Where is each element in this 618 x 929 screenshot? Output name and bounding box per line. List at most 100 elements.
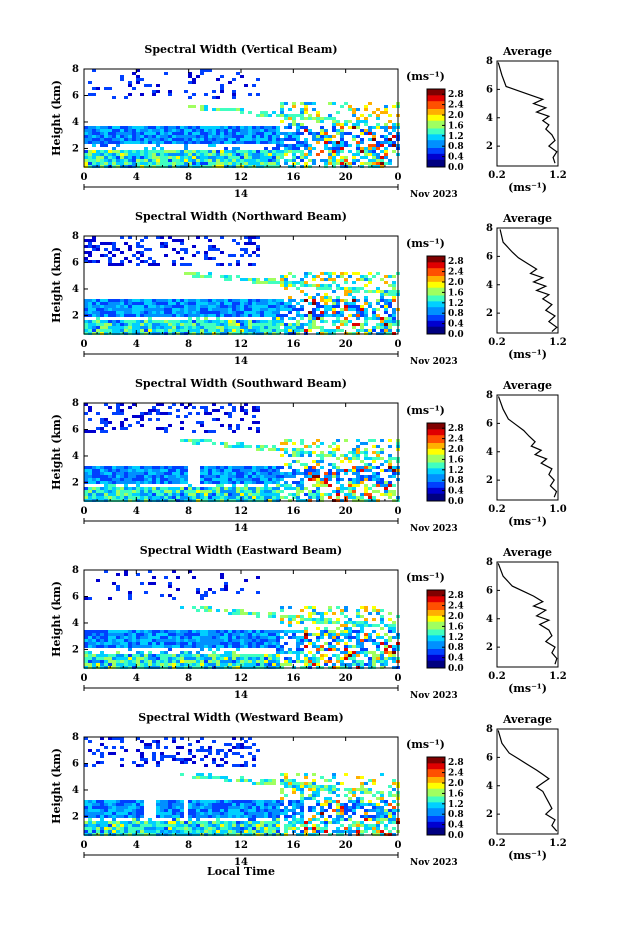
x-tick-label: 12 <box>234 840 248 851</box>
avg-y-tick-label: 4 <box>486 614 493 625</box>
date-label: Nov 2023 <box>410 524 458 534</box>
colorbar-tick-label: 2.4 <box>448 101 464 111</box>
colorbar-unit: (ms⁻¹) <box>406 70 445 83</box>
colorbar-tick-label: 2.8 <box>448 424 464 434</box>
x-tick-label: 20 <box>339 840 353 851</box>
average-profile-line <box>497 62 558 164</box>
heatmap-cells <box>84 403 400 502</box>
avg-x-tick-label: 1.0 <box>549 504 566 515</box>
colorbar-tick-label: 0.0 <box>448 664 464 674</box>
colorbar-tick-label: 1.2 <box>448 299 464 309</box>
colorbar-tick-label: 2.8 <box>448 758 464 768</box>
x-tick-label: 4 <box>133 673 140 684</box>
avg-x-tick-label: 0.2 <box>488 671 505 682</box>
colorbar-tick-label: 1.2 <box>448 132 464 142</box>
avg-x-label: (ms⁻¹) <box>508 849 547 862</box>
colorbar-tick-label: 0.8 <box>448 643 464 653</box>
colorbar-tick-label: 2.0 <box>448 779 464 789</box>
avg-x-tick-label: 0.2 <box>488 504 505 515</box>
avg-y-tick-label: 4 <box>486 781 493 792</box>
y-tick-label: 6 <box>72 424 79 435</box>
date-label: Nov 2023 <box>410 357 458 367</box>
avg-y-tick-label: 4 <box>486 447 493 458</box>
colorbar-gradient <box>427 423 445 502</box>
colorbar-tick-label: 1.6 <box>448 121 464 131</box>
colorbar-unit: (ms⁻¹) <box>406 404 445 417</box>
avg-x-label: (ms⁻¹) <box>508 682 547 695</box>
average-title: Average <box>502 546 552 559</box>
day-label: 14 <box>234 690 248 701</box>
y-tick-label: 4 <box>72 618 79 629</box>
panel-title: Spectral Width (Vertical Beam) <box>144 43 337 56</box>
avg-y-tick-label: 4 <box>486 113 493 124</box>
x-tick-label: 8 <box>185 840 192 851</box>
colorbar-frame <box>426 756 446 836</box>
avg-x-label: (ms⁻¹) <box>508 181 547 194</box>
colorbar-tick-label: 1.6 <box>448 455 464 465</box>
panel-title: Spectral Width (Eastward Beam) <box>140 544 342 557</box>
average-profile-line <box>499 229 558 333</box>
x-tick-label: 0 <box>81 673 88 684</box>
average-frame <box>496 728 559 835</box>
x-tick-label: 4 <box>133 339 140 350</box>
heatmap-cells <box>84 69 400 168</box>
colorbar-tick-label: 2.0 <box>448 278 464 288</box>
colorbar-unit: (ms⁻¹) <box>406 237 445 250</box>
average-profile-line <box>497 730 558 832</box>
y-tick-label: 2 <box>72 143 79 154</box>
y-tick-label: 2 <box>72 811 79 822</box>
day-label: 14 <box>234 857 248 868</box>
avg-y-tick-label: 6 <box>486 752 493 763</box>
colorbar-tick-label: 0.0 <box>448 330 464 340</box>
x-tick-label: 20 <box>339 172 353 183</box>
y-tick-label: 4 <box>72 451 79 462</box>
day-label: 14 <box>234 523 248 534</box>
x-tick-label: 0 <box>395 506 402 517</box>
y-tick-label: 8 <box>72 565 79 576</box>
avg-x-tick-label: 1.2 <box>549 671 566 682</box>
x-tick-label: 0 <box>395 840 402 851</box>
y-axis-label: Height (km) <box>50 748 63 824</box>
colorbar-tick-label: 0.4 <box>448 487 464 497</box>
colorbar-tick-label: 1.2 <box>448 633 464 643</box>
avg-y-tick-label: 4 <box>486 280 493 291</box>
avg-y-tick-label: 8 <box>486 56 493 67</box>
x-tick-label: 0 <box>395 673 402 684</box>
colorbar-tick-label: 0.8 <box>448 810 464 820</box>
panel-3: Spectral Width (Eastward Beam) 2 4 6 8 Height… <box>50 544 567 701</box>
colorbar-tick-label: 2.8 <box>448 257 464 267</box>
colorbar-frame <box>426 255 446 335</box>
x-tick-label: 16 <box>286 172 300 183</box>
y-tick-label: 6 <box>72 591 79 602</box>
colorbar-tick-label: 0.8 <box>448 476 464 486</box>
day-label: 14 <box>234 356 248 367</box>
colorbar-tick-label: 2.8 <box>448 591 464 601</box>
heatmap-cells <box>84 570 400 669</box>
x-tick-label: 0 <box>81 840 88 851</box>
y-tick-label: 4 <box>72 284 79 295</box>
colorbar-tick-label: 2.4 <box>448 268 464 278</box>
avg-y-tick-label: 6 <box>486 585 493 596</box>
colorbar-tick-label: 1.6 <box>448 288 464 298</box>
x-tick-label: 16 <box>286 506 300 517</box>
panel-4: Spectral Width (Westward Beam) 2 4 6 8 Height… <box>50 711 567 868</box>
y-tick-label: 8 <box>72 732 79 743</box>
y-axis-label: Height (km) <box>50 247 63 323</box>
average-profile-line <box>497 396 558 498</box>
colorbar-tick-label: 1.2 <box>448 800 464 810</box>
average-frame <box>496 561 559 668</box>
colorbar-tick-label: 0.0 <box>448 831 464 841</box>
date-label: Nov 2023 <box>410 858 458 868</box>
colorbar-gradient <box>427 256 445 335</box>
colorbar-gradient <box>427 757 445 836</box>
x-tick-label: 8 <box>185 339 192 350</box>
panel-title: Spectral Width (Westward Beam) <box>138 711 343 724</box>
colorbar-frame <box>426 88 446 168</box>
x-tick-label: 4 <box>133 172 140 183</box>
x-tick-label: 12 <box>234 506 248 517</box>
colorbar-tick-label: 2.4 <box>448 769 464 779</box>
colorbar-gradient <box>427 89 445 168</box>
y-axis-label: Height (km) <box>50 581 63 657</box>
avg-x-tick-label: 1.2 <box>549 337 566 348</box>
x-tick-label: 20 <box>339 339 353 350</box>
